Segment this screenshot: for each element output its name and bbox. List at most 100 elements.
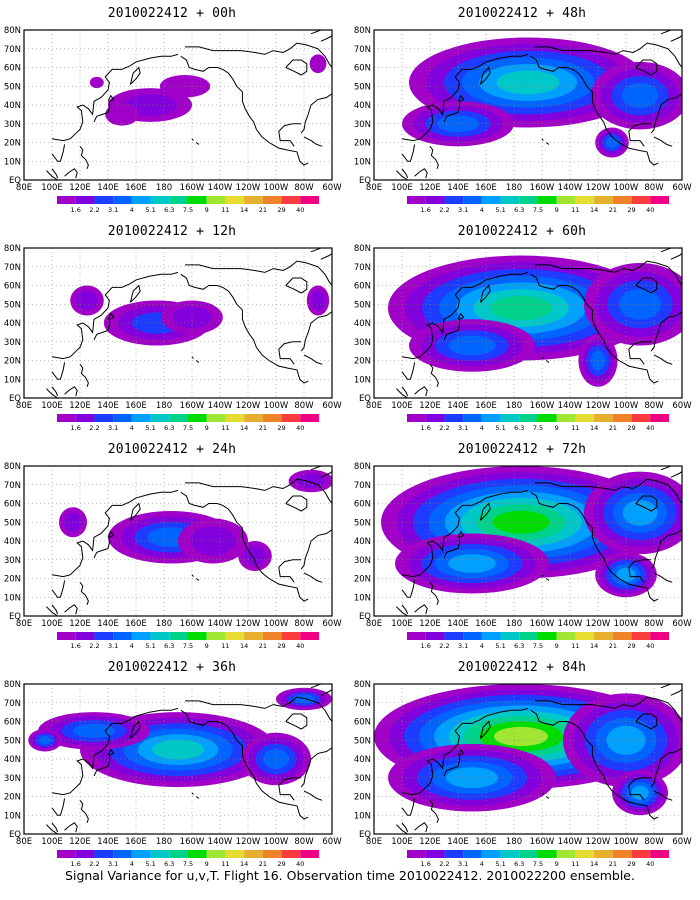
colorbar-level-label: 7.5 — [533, 424, 543, 432]
coastline — [530, 491, 659, 602]
y-tick-label: 80N — [4, 26, 21, 36]
colorbar-swatch — [650, 414, 669, 422]
colorbar-swatch — [57, 196, 76, 204]
colorbar-swatch — [538, 850, 557, 858]
y-tick-label: EQ — [9, 176, 21, 186]
variance-contour — [310, 290, 326, 311]
variance-contour — [494, 726, 548, 747]
coastline — [401, 822, 409, 833]
y-tick-label: 30N — [4, 774, 21, 784]
coastline — [320, 35, 332, 42]
colorbar-level-label: 9 — [205, 206, 209, 214]
colorbar-level-label: 14 — [240, 206, 248, 214]
coastline — [635, 495, 658, 512]
x-tick-label: 100W — [614, 183, 639, 193]
y-tick-label: 40N — [354, 755, 371, 765]
y-tick-label: 20N — [354, 139, 371, 149]
coastlines — [396, 248, 682, 398]
x-tick-label: 120W — [236, 183, 261, 193]
coastline — [650, 311, 682, 352]
y-tick-label: 30N — [4, 338, 21, 348]
coastline — [401, 362, 416, 380]
colorbar-level-label: 2.2 — [89, 860, 99, 868]
colorbar-level-label: 4 — [480, 424, 484, 432]
variance-map: 80E 100E 120E 140E 160E 180 160W 140W 120W 100W 80… — [354, 680, 692, 868]
x-tick-label: 140E — [447, 837, 469, 847]
x-tick-label: 100E — [391, 837, 413, 847]
variance-contour — [73, 723, 115, 738]
y-tick-label: 10N — [4, 593, 21, 603]
colorbar-swatch — [575, 632, 595, 640]
colorbar-level-label: 6.3 — [164, 206, 174, 214]
x-tick-label: 180 — [156, 183, 172, 193]
coastline — [443, 530, 465, 559]
x-tick-label: 100W — [614, 837, 639, 847]
coastline — [310, 684, 332, 689]
coastline — [64, 386, 78, 397]
x-tick-label: 80W — [644, 401, 664, 411]
coastline — [129, 720, 141, 739]
colorbar-level-label: 9 — [555, 424, 559, 432]
coastlines — [46, 248, 332, 398]
coastline — [303, 136, 323, 147]
colorbar-level-label: 4 — [130, 424, 134, 432]
x-tick-label: 140E — [97, 183, 119, 193]
coastline — [401, 53, 529, 142]
colorbar-level-label: 7.5 — [183, 642, 193, 650]
coastline — [278, 559, 302, 583]
x-tick-label: 140W — [558, 401, 583, 411]
colorbar-swatch — [463, 850, 482, 858]
y-tick-label: 40N — [354, 101, 371, 111]
y-tick-label: 70N — [354, 263, 371, 273]
coastline — [320, 689, 332, 696]
x-tick-label: 80E — [366, 401, 382, 411]
y-tick-label: 20N — [4, 139, 21, 149]
coastline — [628, 341, 652, 365]
x-tick-label: 120E — [419, 183, 441, 193]
coastline — [278, 777, 302, 801]
colorbar-level-label: 21 — [259, 860, 267, 868]
colorbar-level-label: 29 — [627, 642, 635, 650]
colorbar-level-label: 11 — [221, 860, 229, 868]
colorbar-level-label: 7.5 — [533, 860, 543, 868]
colorbar-swatch — [188, 414, 207, 422]
variance-contour — [496, 70, 560, 95]
x-tick-label: 60W — [672, 619, 692, 629]
panel-title: 2010022412 + 48h — [457, 6, 587, 21]
coastlines — [46, 30, 332, 180]
colorbar-level-label: 11 — [571, 642, 579, 650]
colorbar-level-label: 3.1 — [108, 424, 118, 432]
colorbar-swatch — [444, 414, 464, 422]
coastline — [628, 777, 652, 801]
colorbar-level-label: 1.6 — [421, 424, 431, 432]
coastline — [535, 696, 682, 722]
y-tick-label: 40N — [354, 319, 371, 329]
x-tick-label: 160E — [475, 183, 497, 193]
x-tick-label: 120E — [419, 401, 441, 411]
colorbar-swatch — [262, 850, 282, 858]
coastline — [51, 144, 66, 162]
colorbar-level-label: 9 — [555, 642, 559, 650]
colorbar-swatch — [150, 850, 170, 858]
x-tick-label: 160W — [180, 837, 205, 847]
colorbar-swatch — [407, 414, 426, 422]
colorbar-swatch — [113, 850, 132, 858]
coastline — [93, 748, 115, 777]
y-tick-label: 10N — [4, 157, 21, 167]
colorbar-swatch — [281, 850, 301, 858]
coastline — [401, 168, 409, 179]
x-tick-label: 160W — [180, 183, 205, 193]
coastline — [530, 55, 659, 166]
colorbar-swatch — [244, 196, 263, 204]
colorbar-swatch — [481, 850, 501, 858]
colorbar-level-label: 21 — [609, 206, 617, 214]
coastline — [79, 145, 89, 169]
colorbar-swatch — [556, 196, 576, 204]
coastline — [660, 30, 682, 35]
x-tick-label: 100E — [41, 401, 63, 411]
coastline — [653, 136, 673, 147]
coastline — [414, 168, 428, 179]
y-tick-label: 50N — [4, 300, 21, 310]
forecast-panel-48h: 2010022412 + 48h 80E 100E 120E 140E 160E 180 16… — [352, 6, 692, 226]
variance-contour — [445, 767, 499, 789]
